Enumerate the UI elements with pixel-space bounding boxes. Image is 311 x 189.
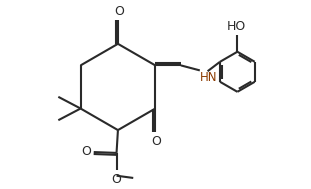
- Text: O: O: [151, 135, 161, 148]
- Text: HO: HO: [227, 20, 246, 33]
- Text: HN: HN: [200, 71, 218, 84]
- Text: O: O: [114, 5, 124, 18]
- Text: O: O: [81, 145, 91, 158]
- Text: O: O: [112, 173, 122, 186]
